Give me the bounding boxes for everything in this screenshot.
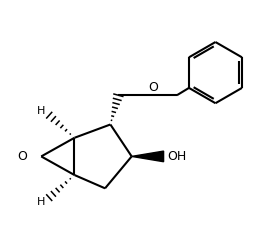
Text: O: O [18, 150, 28, 163]
Text: H: H [37, 197, 45, 207]
Text: O: O [148, 81, 158, 94]
Polygon shape [132, 151, 164, 162]
Text: H: H [37, 106, 45, 116]
Text: OH: OH [167, 150, 186, 163]
